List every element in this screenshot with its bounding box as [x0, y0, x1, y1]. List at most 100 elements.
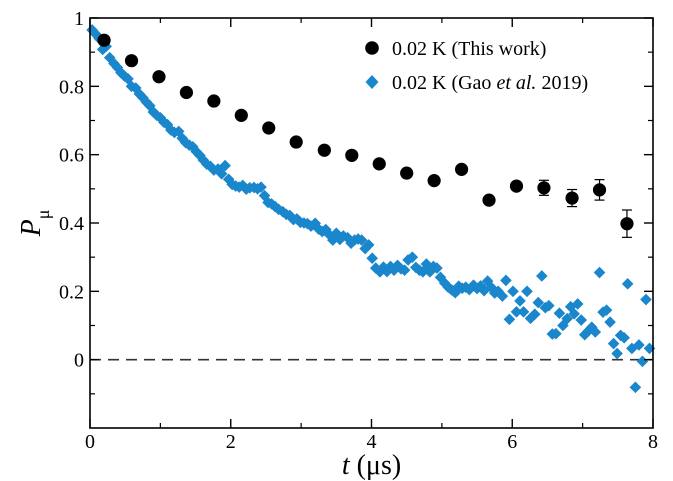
gao-2019-diamond-point — [147, 106, 160, 118]
gao-2019-diamond-point — [158, 116, 170, 129]
gao-2019-diamond-point — [312, 223, 325, 235]
gao-2019-diamond-point — [640, 293, 652, 306]
gao-2019-diamond-point — [633, 339, 645, 351]
gao-2019-diamond-point — [190, 145, 203, 158]
gao-2019-diamond-point — [341, 231, 354, 244]
gao-2019-diamond-point — [629, 381, 642, 394]
this-work-circle-point — [234, 108, 248, 122]
y-tick-label: 1 — [74, 8, 84, 30]
gao-2019-diamond-point — [301, 217, 314, 230]
plot-marks — [86, 24, 656, 394]
gao-2019-diamond-point — [467, 279, 480, 291]
gao-2019-diamond-point — [593, 266, 606, 279]
this-work-circle-point — [400, 166, 414, 180]
gao-2019-diamond-point — [528, 308, 541, 321]
gao-2019-diamond-point — [582, 325, 595, 337]
gao-2019-diamond-point — [305, 220, 317, 232]
this-work-circle-point — [537, 181, 551, 195]
x-axis-unit: (μs) — [350, 450, 402, 481]
this-work-circle-point — [592, 183, 607, 197]
gao-2019-diamond-point — [374, 266, 386, 278]
gao-2019-diamond-point — [442, 281, 455, 294]
gao-2019-diamond-point — [355, 234, 368, 246]
x-tick-label: 0 — [85, 431, 95, 453]
gao-2019-diamond-point — [362, 239, 375, 251]
gao-2019-diamond-point — [607, 337, 620, 350]
gao-2019-diamond-point — [345, 237, 357, 249]
gao-2019-diamond-point — [309, 217, 321, 230]
this-work-circle-point — [620, 217, 634, 231]
gao-2019-diamond-point — [272, 203, 285, 216]
gao-2019-diamond-point — [536, 270, 548, 282]
this-work-circle-point — [262, 121, 276, 135]
gao-2019-diamond-point — [589, 326, 602, 338]
x-tick-label: 4 — [367, 431, 377, 453]
legend-label-part: 0.02 K (Gao — [392, 72, 496, 94]
gao-2019-diamond-point — [151, 109, 163, 122]
y-tick-label: 0 — [74, 350, 84, 372]
gao-2019-diamond-point — [406, 251, 419, 263]
gao-2019-diamond-point — [500, 274, 512, 287]
gao-2019-diamond-point — [398, 264, 411, 276]
gao-2019-diamond-point — [431, 262, 443, 274]
y-tick-label: 0.8 — [59, 76, 84, 98]
gao-2019-diamond-point — [514, 295, 526, 307]
gao-2019-diamond-point — [568, 308, 580, 320]
gao-2019-diamond-point — [140, 96, 153, 108]
gao-2019-diamond-point — [269, 200, 281, 213]
this-work-circle-point — [509, 179, 524, 193]
x-axis-title: t (μs) — [342, 450, 401, 481]
gao-2019-diamond-point — [219, 159, 231, 172]
y-tick-label: 0.2 — [59, 281, 84, 303]
gao-2019-diamond-point — [481, 275, 494, 287]
this-work-circle-point — [427, 174, 441, 188]
gao-2019-diamond-point — [543, 299, 555, 312]
gao-2019-diamond-point — [564, 300, 577, 313]
gao-2019-diamond-point — [553, 307, 566, 319]
this-work-circle-point — [289, 135, 303, 149]
gao-2019-diamond-point — [291, 213, 303, 225]
gao-2019-diamond-point — [496, 290, 509, 302]
gao-2019-diamond-point — [474, 280, 487, 292]
this-work-circle-point — [482, 193, 496, 207]
gao-2019-diamond-point — [417, 266, 429, 278]
gao-2019-diamond-point — [492, 285, 504, 298]
this-work-circle-point — [207, 94, 221, 108]
gao-2019-diamond-point — [420, 258, 433, 270]
x-tick-label: 2 — [226, 431, 236, 453]
legend-label-part: et al. — [496, 72, 536, 94]
gao-2019-diamond-point — [129, 82, 142, 94]
legend-label-this-work: 0.02 K (This work) — [392, 38, 546, 60]
gao-2019-diamond-point — [532, 296, 545, 309]
gao-2019-diamond-point — [618, 332, 630, 344]
gao-2019-diamond-point — [636, 355, 649, 368]
gao-2019-diamond-point — [133, 88, 146, 100]
gao-2019-diamond-point — [575, 314, 588, 326]
gao-2019-diamond-point — [510, 306, 523, 318]
legend-diamond-marker — [365, 75, 379, 89]
legend-circle-marker — [365, 41, 379, 55]
gao-2019-diamond-point — [600, 304, 613, 316]
this-work-circle-point — [372, 157, 386, 171]
gao-2019-diamond-point — [571, 298, 584, 310]
legend-label-gao: 0.02 K (Gao et al. 2019) — [392, 72, 588, 94]
gao-2019-diamond-point — [611, 347, 623, 360]
gao-2019-diamond-point — [517, 306, 530, 318]
gao-2019-diamond-point — [334, 233, 346, 246]
gao-2019-diamond-point — [550, 327, 562, 340]
y-axis-title: Pμ — [16, 210, 53, 238]
gao-2019-diamond-point — [604, 316, 616, 328]
gao-2019-diamond-point — [215, 168, 228, 180]
gao-2019-diamond-point — [161, 118, 174, 131]
axis-ticks: 0 2 4 6 8 0 0.2 0.4 0.6 0.8 1 — [59, 8, 658, 453]
gao-2019-diamond-point — [449, 286, 462, 299]
gao-2019-diamond-point — [621, 278, 634, 290]
this-work-circle-point — [345, 148, 359, 162]
legend: 0.02 K (This work) 0.02 K (Gao et al. 201… — [365, 38, 588, 94]
this-work-circle-point — [565, 191, 579, 205]
this-work-circle-point — [97, 33, 111, 47]
gao-2019-diamond-point — [384, 260, 397, 273]
gao-2019-diamond-point — [236, 179, 249, 192]
gao-2019-diamond-point — [521, 285, 533, 298]
